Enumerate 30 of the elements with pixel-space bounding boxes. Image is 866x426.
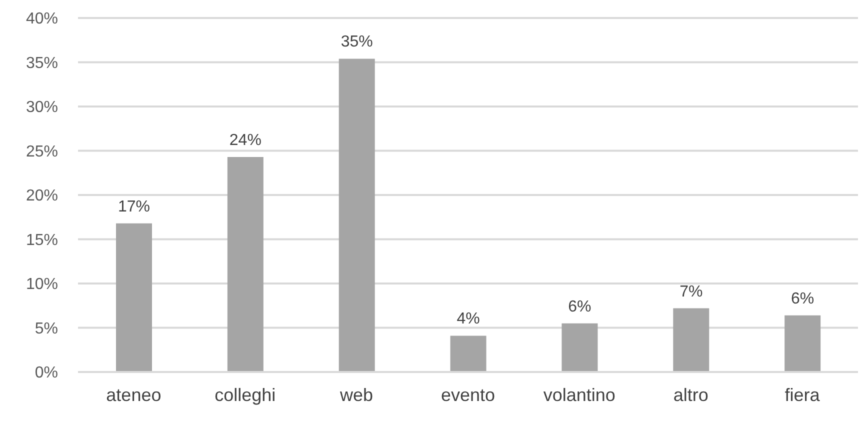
data-label: 24%: [229, 132, 262, 149]
x-tick-label: evento: [440, 384, 496, 405]
x-tick-label: colleghi: [214, 384, 276, 405]
data-label: 4%: [456, 310, 480, 328]
data-label: 7%: [680, 283, 703, 300]
data-label: 17%: [118, 198, 150, 216]
y-tick-label: 10%: [26, 276, 58, 294]
bar: [338, 58, 375, 372]
y-tick-label: 15%: [26, 232, 58, 249]
x-tick-label: ateneo: [106, 384, 162, 405]
data-label: 6%: [568, 298, 592, 316]
y-tick-label: 40%: [26, 10, 58, 28]
y-tick-label: 0%: [34, 364, 58, 382]
y-tick-label: 5%: [34, 320, 58, 338]
bar: [562, 323, 598, 372]
y-tick-label: 25%: [26, 143, 58, 160]
x-tick-label: altro: [673, 384, 708, 405]
bar: [450, 336, 486, 372]
x-tick-label: volantino: [543, 384, 616, 405]
y-tick-label: 35%: [26, 54, 58, 72]
data-label: 35%: [340, 34, 373, 51]
bar: [673, 308, 710, 372]
x-tick-label: web: [339, 384, 374, 405]
bar: [784, 315, 821, 372]
data-label: 6%: [791, 290, 814, 308]
bar: [227, 156, 264, 372]
bar: [116, 223, 152, 372]
y-tick-label: 30%: [26, 99, 58, 116]
y-tick-label: 20%: [26, 188, 58, 205]
x-tick-label: fiera: [784, 384, 821, 405]
